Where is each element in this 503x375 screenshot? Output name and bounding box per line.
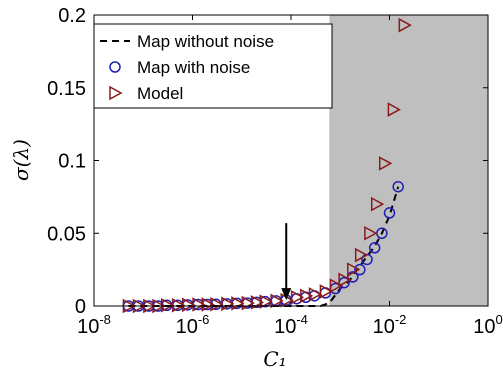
point-model xyxy=(221,296,235,312)
point-model xyxy=(364,225,378,241)
arrow-head xyxy=(281,288,292,301)
point-model xyxy=(347,262,361,277)
x-tick-base: 10 xyxy=(77,316,99,338)
arrow-layer xyxy=(281,223,292,301)
x-tick-label: 10-4 xyxy=(274,312,308,338)
y-tick-label: 0.05 xyxy=(47,223,86,245)
point-map-with-noise xyxy=(383,207,396,219)
y-tick-label: 0.1 xyxy=(58,151,86,173)
x-tick-base: 10 xyxy=(274,316,296,338)
point-model xyxy=(370,196,385,212)
shaded-region-layer xyxy=(329,15,488,306)
y-tick-label: 0.2 xyxy=(58,5,86,27)
x-tick-base: 10 xyxy=(176,316,198,338)
point-model xyxy=(201,297,215,312)
legend-label-model: Model xyxy=(137,84,183,103)
point-model xyxy=(319,284,333,299)
point-model xyxy=(290,290,305,305)
point-model xyxy=(210,296,224,312)
x-tick-exponent: -8 xyxy=(99,312,111,327)
point-model xyxy=(378,156,393,171)
point-model xyxy=(387,102,401,117)
x-tick-base: 10 xyxy=(473,316,495,338)
y-tick-label: 0.15 xyxy=(47,78,86,100)
legend-label-map-without-noise: Map without noise xyxy=(137,32,274,51)
x-tick-exponent: -4 xyxy=(296,312,308,327)
point-map-with-noise xyxy=(392,180,404,193)
point-model xyxy=(259,294,273,309)
x-tick-label: 10-6 xyxy=(176,312,210,338)
point-model xyxy=(192,297,206,312)
point-map-with-noise xyxy=(368,242,381,254)
legend-label-map-with-noise: Map with noise xyxy=(137,58,250,77)
point-model xyxy=(354,247,369,263)
legend-box xyxy=(93,23,333,109)
y-tick-label: 0 xyxy=(75,296,86,318)
point-model xyxy=(308,287,323,302)
x-axis-title: C₁ xyxy=(263,347,286,371)
y-axis-title: σ(λ) xyxy=(9,139,33,181)
x-tick-base: 10 xyxy=(373,316,395,338)
point-model xyxy=(250,295,265,310)
point-model xyxy=(160,298,175,313)
point-model xyxy=(338,272,352,288)
marker-layer xyxy=(122,17,412,314)
plot-frame xyxy=(93,14,489,307)
legend-swatch-model xyxy=(109,85,123,101)
x-tick-exponent: -6 xyxy=(198,312,210,327)
x-tick-label: 100 xyxy=(473,312,502,338)
point-model xyxy=(181,297,196,313)
x-tick-exponent: 0 xyxy=(496,312,503,327)
legend-swatch-map-with-noise xyxy=(109,61,121,73)
point-model xyxy=(171,298,186,313)
x-tick-label: 10-8 xyxy=(77,312,111,338)
x-tick-exponent: -2 xyxy=(395,312,407,327)
point-model xyxy=(329,278,344,293)
x-tick-label: 10-2 xyxy=(373,312,407,338)
point-map-with-noise xyxy=(354,263,366,276)
point-model xyxy=(300,288,314,304)
point-model xyxy=(398,17,412,33)
shaded-region xyxy=(329,15,488,306)
point-map-with-noise xyxy=(347,271,359,283)
point-model xyxy=(270,293,284,309)
legend: Map without noise Map with noise Model xyxy=(93,23,333,109)
